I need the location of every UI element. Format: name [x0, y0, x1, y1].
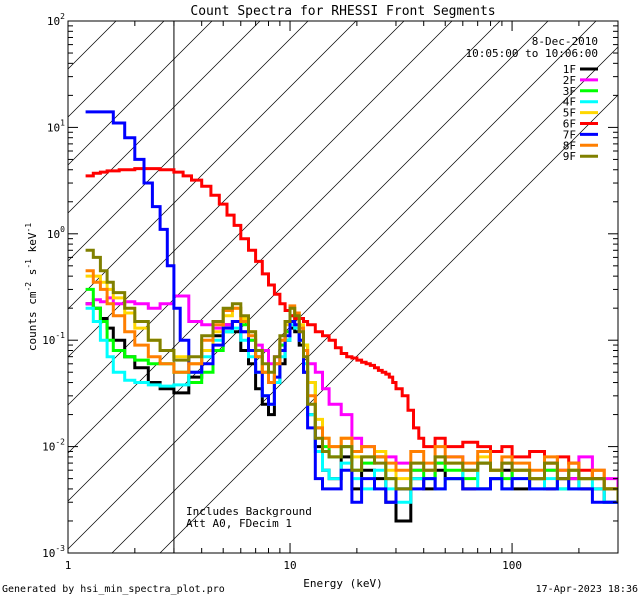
y-tick-label: 101	[47, 118, 65, 134]
legend-label-6f: 6F	[563, 118, 576, 131]
footer-timestamp: 17-Apr-2023 18:36	[535, 584, 638, 595]
x-tick-label: 1	[65, 559, 72, 572]
series-line-8f	[85, 269, 618, 503]
legend-label-5f: 5F	[563, 107, 576, 120]
legend-label-9f: 9F	[563, 150, 576, 163]
series-line-6f	[85, 167, 618, 503]
hatch-line	[159, 94, 618, 553]
legend-label-4f: 4F	[563, 96, 576, 109]
y-tick-label: 100	[47, 225, 65, 241]
chart-title: Count Spectra for RHESSI Front Segments	[190, 4, 495, 19]
date-label: 8-Dec-2010	[532, 35, 598, 48]
hatch-line	[68, 21, 117, 70]
time-range-label: 10:05:00 to 10:06:00	[466, 47, 598, 60]
y-tick-label: 10-2	[42, 438, 65, 454]
legend-label-2f: 2F	[563, 74, 576, 87]
hatch-line	[68, 21, 405, 358]
hatch-line	[68, 21, 501, 454]
hatch-line	[111, 46, 618, 553]
hatch-line	[68, 21, 597, 550]
axis-ticks: 1 10 100 10-3 10-2 10-1 100 101 102	[42, 12, 619, 572]
hatch-line	[68, 21, 357, 310]
series-line-9f	[85, 248, 618, 503]
annotation-background: Includes Background	[186, 505, 312, 518]
hatch-line	[68, 21, 213, 166]
hatch-line	[68, 21, 261, 214]
legend-label-7f: 7F	[563, 128, 576, 141]
y-axis-label: counts cm-2 s-1 keV-1	[24, 223, 39, 351]
hatch-line	[68, 21, 69, 22]
plot-frame	[67, 20, 619, 554]
x-tick-label: 10	[283, 559, 296, 572]
y-tick-label: 102	[47, 12, 65, 28]
x-tick-label: 100	[502, 559, 522, 572]
x-axis-label: Energy (keV)	[303, 577, 382, 590]
hatch-line	[68, 21, 309, 262]
annotation-attenuator: Att A0, FDecim 1	[186, 517, 292, 530]
legend-label-1f: 1F	[563, 63, 576, 76]
footer-generated-by: Generated by hsi_min_spectra_plot.pro	[2, 584, 225, 595]
legend-label-3f: 3F	[563, 85, 576, 98]
y-tick-label: 10-1	[42, 331, 65, 347]
y-tick-label: 10-3	[42, 544, 65, 560]
hatch-line	[68, 21, 165, 118]
legend-label-8f: 8F	[563, 139, 576, 152]
hatch-line	[68, 21, 453, 406]
hatch-line	[68, 21, 549, 502]
